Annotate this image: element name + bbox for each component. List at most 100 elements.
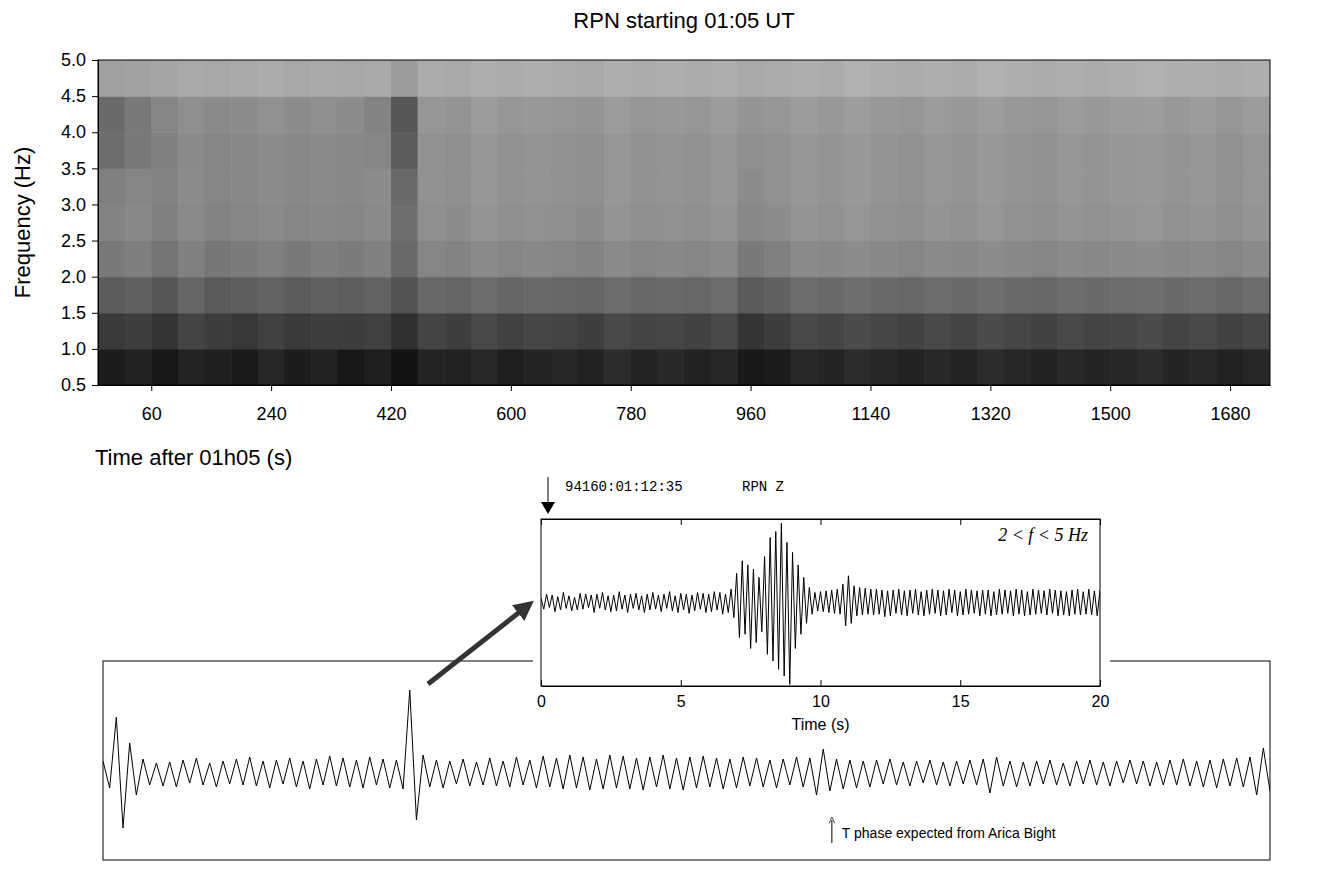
spectrogram-cell (764, 168, 791, 205)
x-tick-label: 20 (1092, 693, 1110, 710)
spectrogram-cell (338, 349, 365, 385)
spectrogram-cell (924, 277, 951, 314)
spectrogram-cell (391, 277, 418, 314)
x-tick-label: 60 (142, 404, 162, 424)
spectrogram-cell (391, 349, 418, 385)
spectrogram-cell (125, 132, 152, 169)
y-axis-line (98, 61, 99, 386)
spectrogram-cell (631, 313, 658, 350)
x-tick-mark (631, 385, 632, 391)
x-tick-label: 960 (736, 404, 766, 424)
spectrogram-cell (657, 349, 684, 385)
spectrogram-cell (1057, 132, 1084, 169)
y-tick-label: 4.5 (61, 86, 86, 106)
spectrogram-cell (178, 204, 205, 241)
spectrogram-cell (524, 96, 551, 133)
spectrogram-cell (1084, 241, 1111, 278)
spectrogram-cell (284, 96, 311, 133)
x-tick-mark (990, 385, 991, 391)
spectrogram-cell (950, 204, 977, 241)
x-tick: 600 (496, 385, 526, 424)
spectrogram-cell (844, 349, 871, 385)
spectrogram-cell (498, 60, 525, 97)
x-top-tick (541, 519, 542, 525)
spectrogram-cell (418, 313, 445, 350)
y-tick: 5.0 (61, 50, 98, 70)
spectrogram-cell (604, 96, 631, 133)
spectrogram-cell (471, 241, 498, 278)
y-tick: 4.5 (61, 86, 98, 106)
spectrogram-cell (1110, 168, 1137, 205)
spectrogram-cell (844, 132, 871, 169)
spectrogram-cell (231, 60, 258, 97)
y-tick-mark (92, 349, 98, 350)
x-tick-label: 1500 (1091, 404, 1131, 424)
spectrogram-cell (711, 241, 738, 278)
spectrogram-cell (364, 313, 391, 350)
y-tick-mark (92, 385, 98, 386)
spectrogram-cell (444, 241, 471, 278)
spectrogram-cell (364, 241, 391, 278)
spectrogram-cell (1163, 313, 1190, 350)
spectrogram-cell (1030, 241, 1057, 278)
spectrogram-cell (1004, 277, 1031, 314)
spectrogram-cell (418, 204, 445, 241)
spectrogram-cell (284, 204, 311, 241)
spectrogram-cell (1190, 277, 1217, 314)
spectrogram-cell (711, 313, 738, 350)
spectrogram-cell (1004, 204, 1031, 241)
spectrogram-cell (125, 204, 152, 241)
spectrogram-cell (391, 132, 418, 169)
spectrogram-cell (551, 168, 578, 205)
spectrogram-cell (791, 277, 818, 314)
spectrogram-cell (1217, 349, 1244, 385)
spectrogram-cell (364, 96, 391, 133)
spectrogram-cell (950, 132, 977, 169)
spectrogram-cell (657, 277, 684, 314)
spectrogram-cell (178, 241, 205, 278)
spectrogram-cell (657, 313, 684, 350)
spectrogram-cell (844, 313, 871, 350)
spectrogram-cell (205, 349, 232, 385)
spectrogram-cell (631, 96, 658, 133)
spectrogram-cell (737, 60, 764, 97)
spectrogram-cell (657, 168, 684, 205)
y-tick-label: 2.0 (61, 267, 86, 287)
x-tick-mark (681, 680, 682, 686)
spectrogram-cell (844, 96, 871, 133)
spectrogram-cell (897, 313, 924, 350)
spectrogram-cell (711, 349, 738, 385)
x-tick: 0 (537, 680, 546, 710)
panel-background (533, 470, 1110, 738)
spectrogram-cell (924, 96, 951, 133)
spectrogram-cell (1217, 96, 1244, 133)
x-tick-label: 5 (677, 693, 686, 710)
spectrogram-cell (737, 349, 764, 385)
spectrogram-cell (205, 168, 232, 205)
spectrogram-cell (1057, 204, 1084, 241)
spectrogram-cell (498, 204, 525, 241)
spectrogram-cell (391, 60, 418, 97)
spectrogram-cell (631, 168, 658, 205)
spectrogram-cell (1057, 96, 1084, 133)
spectrogram-cell (498, 277, 525, 314)
spectrogram-cell (311, 241, 338, 278)
spectrogram-cell (977, 168, 1004, 205)
spectrogram-cell (817, 96, 844, 133)
spectrogram-cell (577, 241, 604, 278)
spectrogram-cell (231, 313, 258, 350)
spectrogram-cells (98, 60, 1270, 385)
spectrogram-cell (524, 277, 551, 314)
x-tick-label: 780 (616, 404, 646, 424)
spectrogram-cell (391, 241, 418, 278)
spectrogram-cell (1084, 168, 1111, 205)
spectrogram-cell (844, 168, 871, 205)
spectrogram-cell (870, 60, 897, 97)
spectrogram-cell (1137, 241, 1164, 278)
spectrogram-cell (1030, 313, 1057, 350)
y-tick: 4.0 (61, 122, 98, 142)
x-tick-label: 1320 (971, 404, 1011, 424)
spectrogram-cell (711, 277, 738, 314)
spectrogram-cell (98, 277, 125, 314)
spectrogram-cell (1030, 277, 1057, 314)
